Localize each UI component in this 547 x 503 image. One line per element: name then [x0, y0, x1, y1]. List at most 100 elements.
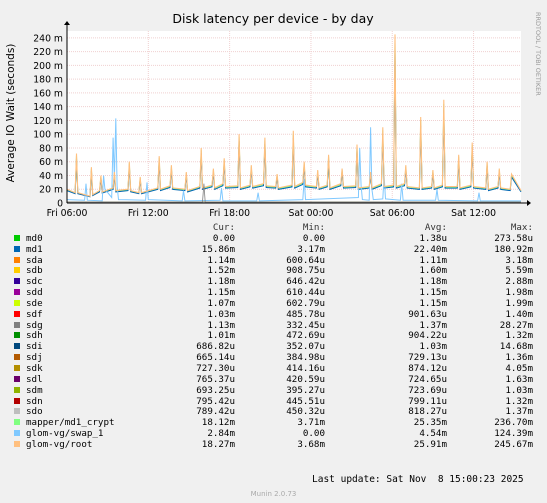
y-tick-label: 140 m [33, 102, 63, 113]
legend-max: 14.68m [499, 341, 533, 353]
legend-label: glom-vg/swap_1 [26, 428, 104, 440]
legend-avg: 874.12u [408, 362, 447, 374]
legend-min: 3.68m [297, 438, 325, 450]
legend-row: sdj 665.14u 384.98u 729.13u 1.36m [12, 352, 542, 363]
legend-avg: 904.22u [408, 330, 447, 342]
legend-swatch [14, 408, 20, 415]
legend-max: 1.98m [505, 287, 533, 299]
legend-min: 908.75u [286, 265, 325, 277]
legend-swatch [14, 343, 20, 350]
legend-row: sdm 693.25u 395.27u 723.69u 1.03m [12, 385, 542, 396]
side-label: RRDTOOL / TOBI OETIKER [534, 12, 542, 96]
last-update: Last update: Sat Nov 8 15:00:23 2025 [312, 474, 524, 485]
x-tick-label: Fri 12:00 [128, 208, 169, 219]
legend-cur: 686.82u [196, 341, 235, 353]
y-axis-label: Average IO Wait (seconds) [5, 44, 17, 183]
legend-swatch [14, 375, 20, 382]
legend-min: 646.42u [286, 276, 325, 288]
legend-cur: 693.25u [196, 384, 235, 396]
legend-row: sdo 789.42u 450.32u 818.27u 1.37m [12, 406, 542, 417]
legend-max: 236.70m [494, 417, 533, 429]
legend-avg: 1.18m [419, 276, 447, 288]
legend-cur: 665.14u [196, 352, 235, 364]
legend-avg: 25.35m [413, 417, 447, 429]
series-line-glom-vg-root [66, 34, 522, 197]
legend-swatch [14, 364, 20, 371]
legend-swatch [14, 430, 20, 437]
legend-label: md1 [26, 243, 43, 255]
legend-avg: 724.65u [408, 373, 447, 385]
header-max: Max: [510, 222, 533, 233]
y-tick-labels: 0 20 m 40 m 60 m 80 m 100 m 120 m 140 m 160 m 180… [33, 33, 63, 209]
legend-max: 1.32m [505, 395, 533, 407]
legend-min: 3.17m [297, 243, 325, 255]
legend-cur: 795.42u [196, 395, 235, 407]
y-tick-label: 60 m [39, 157, 63, 168]
y-tick-label: 100 m [33, 130, 63, 141]
legend-min: 600.64u [286, 254, 325, 266]
x-tick-label: Sat 00:00 [288, 208, 333, 219]
legend-cur: 1.15m [207, 287, 235, 299]
legend-row: md0 0.00 0.00 1.38u 273.58u [12, 233, 542, 244]
legend-min: 420.59u [286, 373, 325, 385]
legend-label: sdi [26, 341, 43, 353]
legend-max: 1.40m [505, 308, 533, 320]
legend-min: 332.45u [286, 319, 325, 331]
y-tick-label: 120 m [33, 116, 63, 127]
y-tick-label: 20 m [39, 185, 63, 196]
legend-row: sdk 727.30u 414.16u 874.12u 4.05m [12, 363, 542, 374]
legend-row: sdl 765.37u 420.59u 724.65u 1.63m [12, 374, 542, 385]
legend-cur: 0.00 [212, 232, 235, 244]
legend-max: 1.63m [505, 373, 533, 385]
x-axis-arrow [527, 200, 531, 206]
legend-cur: 15.86m [201, 243, 235, 255]
legend-min: 610.44u [286, 287, 325, 299]
legend-row: sdf 1.03m 485.78u 901.63u 1.40m [12, 309, 542, 320]
chart-title: Disk latency per device - by day [172, 11, 374, 26]
legend-cur: 18.27m [201, 438, 235, 450]
legend-swatch [14, 256, 20, 263]
header-cur: Cur: [212, 222, 235, 233]
legend-swatch [14, 419, 20, 426]
y-tick-label: 220 m [33, 47, 63, 58]
legend-label: glom-vg/root [26, 438, 93, 450]
legend-row: glom-vg/swap_1 2.84m 0.00 4.54m 124.39m [12, 428, 542, 439]
legend-max: 1.32m [505, 330, 533, 342]
legend-label: sdo [26, 406, 43, 418]
legend-max: 3.18m [505, 254, 533, 266]
legend-avg: 25.91m [413, 438, 447, 450]
y-tick-label: 240 m [33, 33, 63, 44]
legend-max: 245.67m [494, 438, 533, 450]
legend-cur: 1.01m [207, 330, 235, 342]
legend-label: sdn [26, 395, 43, 407]
legend-row: sda 1.14m 600.64u 1.11m 3.18m [12, 255, 542, 266]
grid [66, 31, 521, 204]
legend-label: sdf [26, 308, 43, 320]
legend-cur: 18.12m [201, 417, 235, 429]
legend-min: 445.51u [286, 395, 325, 407]
x-tick-label: Sat 12:00 [451, 208, 496, 219]
legend-cur: 1.52m [207, 265, 235, 277]
legend-label: sdg [26, 319, 43, 331]
legend-cur: 1.03m [207, 308, 235, 320]
legend-max: 273.58u [494, 232, 533, 244]
header-min: Min: [302, 222, 325, 233]
legend-max: 124.39m [494, 428, 533, 440]
legend-avg: 799.11u [408, 395, 447, 407]
legend-max: 1.99m [505, 297, 533, 309]
legend-swatch [14, 386, 20, 393]
legend-label: sdl [26, 373, 43, 385]
legend-avg: 723.69u [408, 384, 447, 396]
legend-swatch [14, 299, 20, 306]
legend-swatch [14, 245, 20, 252]
legend-min: 0.00 [302, 232, 325, 244]
legend-row: sdd 1.15m 610.44u 1.15m 1.98m [12, 287, 542, 298]
legend-avg: 1.03m [419, 341, 447, 353]
x-tick-label: Fri 18:00 [209, 208, 250, 219]
legend-label: mapper/md1_crypt [26, 417, 115, 429]
legend-label: sdj [26, 352, 43, 364]
y-tick-label: 180 m [33, 75, 63, 86]
axes [64, 21, 531, 206]
legend-cur: 789.42u [196, 406, 235, 418]
legend-row: glom-vg/root 18.27m 3.68m 25.91m 245.67m [12, 439, 542, 450]
